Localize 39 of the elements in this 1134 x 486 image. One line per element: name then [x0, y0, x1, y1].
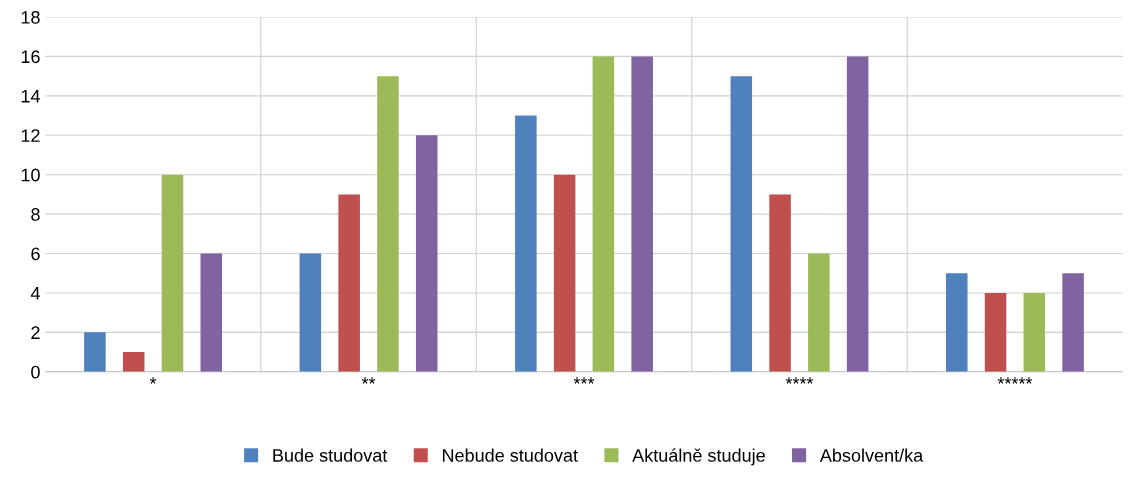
bar: [161, 174, 184, 372]
legend-label: Aktuálně studuje: [632, 448, 765, 466]
legend-label: Bude studovat: [273, 448, 388, 462]
y-tick-label: 14: [21, 89, 40, 103]
legend-label: Nebude studovat: [442, 448, 578, 462]
bar: [553, 174, 576, 372]
bar: [631, 56, 653, 372]
bar: [515, 115, 537, 372]
y-tick-label: 6: [31, 247, 40, 261]
x-tick-label: ****: [785, 377, 814, 384]
bar: [338, 194, 360, 372]
bar: [377, 76, 399, 372]
y-tick-label: 12: [21, 129, 40, 142]
x-tick-label: ***: [573, 377, 595, 384]
x-tick-label: *: [149, 377, 157, 384]
bar: [808, 253, 830, 372]
y-tick-label: 4: [30, 287, 40, 300]
bar: [730, 76, 753, 372]
x-tick-label: *****: [997, 377, 1033, 384]
y-tick-label: 10: [21, 168, 40, 182]
bar: [592, 56, 615, 372]
legend-label: Absolvent/ka: [819, 448, 924, 462]
y-tick-label: 8: [31, 208, 40, 221]
bar: [415, 135, 438, 372]
bar: [984, 292, 1007, 372]
bar: [122, 352, 145, 372]
y-tick-label: 16: [21, 50, 40, 64]
bar: [945, 273, 968, 372]
y-tick-label: 18: [21, 10, 40, 24]
y-tick-label: 2: [31, 326, 40, 339]
bar: [769, 194, 791, 372]
bar: [1023, 292, 1046, 372]
bar: [299, 253, 322, 372]
bar: [846, 56, 869, 372]
y-tick-label: 0: [31, 365, 40, 379]
bar: [84, 332, 106, 372]
bar: [200, 253, 223, 372]
bar: [1062, 273, 1084, 372]
x-tick-label: **: [361, 377, 376, 384]
